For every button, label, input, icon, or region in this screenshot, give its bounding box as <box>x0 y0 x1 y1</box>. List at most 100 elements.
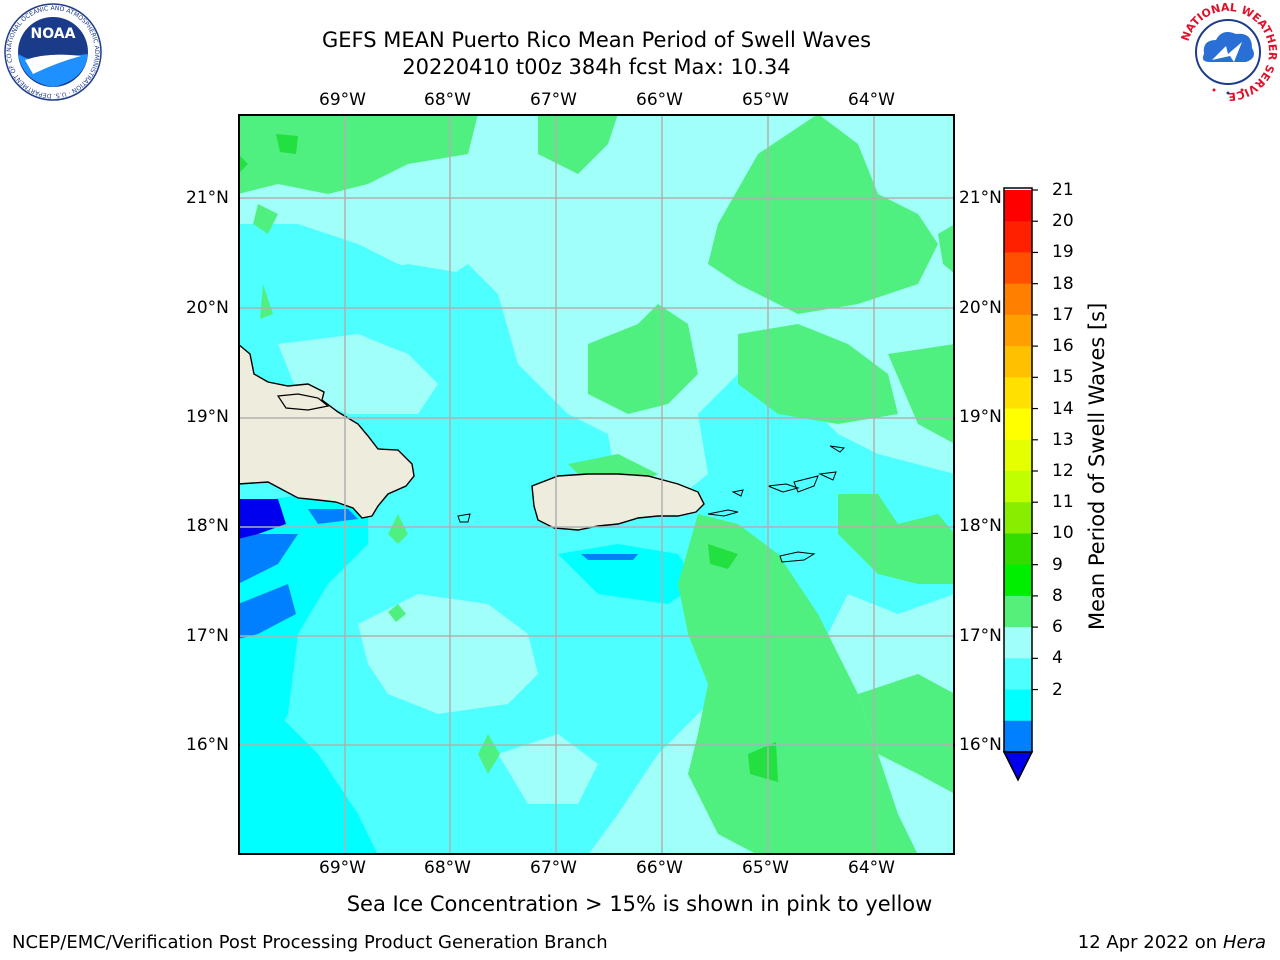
colorbar-segment <box>1004 502 1032 534</box>
colorbar-tick-label: 17 <box>1052 304 1074 325</box>
field-9-10s-se2 <box>858 674 955 794</box>
lat-label-left-16n: 16°N <box>186 735 229 755</box>
field-9-10s-center <box>588 304 698 414</box>
lon-label-top-65w: 65°W <box>742 90 789 110</box>
lat-label-right-19n: 19°N <box>959 407 1002 427</box>
colorbar-tick-label: 4 <box>1052 648 1063 669</box>
field-4-6s-sw2 <box>238 674 378 855</box>
field-9-10s-east <box>738 324 898 424</box>
field-9-10s-w2 <box>260 284 273 319</box>
lat-label-left-18n: 18°N <box>186 516 229 536</box>
colorbar-tick-label: 21 <box>1052 180 1074 200</box>
lat-label-right-16n: 16°N <box>959 735 1002 755</box>
svg-text:NOAA: NOAA <box>31 26 76 42</box>
vieques-island <box>707 509 739 517</box>
colorbar-tick-label: 10 <box>1052 523 1074 544</box>
field-8-9s-patch-a <box>358 594 538 714</box>
field-9-10s-nw <box>238 114 478 194</box>
colorbar-under-triangle <box>1002 751 1034 782</box>
field-9-10s-e3 <box>838 494 955 584</box>
map-title: GEFS MEAN Puerto Rico Mean Period of Swe… <box>321 28 872 52</box>
colorbar-segment <box>1004 408 1032 441</box>
colorbar-tick-label: 11 <box>1052 492 1074 513</box>
lat-label-right-18n: 18°N <box>959 516 1002 536</box>
field-10-11s-d <box>748 742 778 782</box>
host-name: Hera <box>1222 932 1266 953</box>
map-subtitle: 20220410 t00z 384h fcst Max: 10.34 <box>402 55 791 79</box>
colorbar-segment <box>1004 190 1032 222</box>
st-thomas-island <box>767 483 800 493</box>
colorbar-segment <box>1004 471 1032 503</box>
colorbar-tick-label: 18 <box>1052 273 1074 294</box>
swell-period-map <box>238 114 955 855</box>
field-10-11s-b <box>238 154 248 174</box>
nws-logo: NATIONAL WEATHER SERVICE <box>1179 2 1278 102</box>
date-stamp: 12 Apr 2022 on Hera <box>1078 932 1266 954</box>
lat-label-right-21n: 21°N <box>959 188 1002 208</box>
lon-label-bottom-64w: 64°W <box>848 858 895 878</box>
field-10-11s-a <box>276 134 298 154</box>
virgin-gorda-island <box>818 471 837 481</box>
credit-text: NCEP/EMC/Verification Post Processing Pr… <box>12 932 608 953</box>
field-9-10s-n <box>538 114 618 174</box>
colorbar-segment <box>1004 689 1032 722</box>
lon-label-bottom-66w: 66°W <box>636 858 683 878</box>
st-croix-island <box>779 551 816 563</box>
colorbar-segment <box>1004 252 1032 285</box>
lat-label-left-17n: 17°N <box>186 626 229 646</box>
colorbar-tick-label: 9 <box>1052 554 1063 575</box>
colorbar-tick-label: 8 <box>1052 585 1063 606</box>
colorbar-segment <box>1004 564 1032 597</box>
field-4-6s-sw <box>238 494 368 855</box>
lat-label-right-20n: 20°N <box>959 298 1002 318</box>
colorbar-tick-label: 6 <box>1052 617 1063 638</box>
date-text: 12 Apr 2022 on <box>1077 932 1223 953</box>
colorbar-frame <box>1003 187 1033 753</box>
lon-label-top-66w: 66°W <box>636 90 683 110</box>
graticule <box>238 114 955 855</box>
colorbar-segment <box>1004 283 1032 316</box>
field-2-4s-b <box>238 584 296 639</box>
colorbar-tick-label: 12 <box>1052 461 1074 481</box>
colorbar-segment <box>1004 221 1032 253</box>
field-9-10s-ne <box>708 114 938 314</box>
culebra-island <box>731 489 744 497</box>
field-10-11s-c <box>708 544 738 569</box>
colorbar-tick-label: 13 <box>1052 429 1074 450</box>
lon-label-bottom-67w: 67°W <box>530 858 577 878</box>
colorbar-segment <box>1004 658 1032 691</box>
colorbar-tick-label: 19 <box>1052 242 1074 263</box>
colorbar-segment <box>1004 377 1032 410</box>
field-6-8s-north <box>238 224 448 364</box>
colorbar-segment <box>1004 439 1032 472</box>
field-2-4s-d <box>581 554 638 560</box>
colorbar-segment <box>1004 314 1032 347</box>
colorbar <box>1002 187 1038 782</box>
tortuga-island <box>276 393 330 411</box>
field-9-10s-w1 <box>253 204 278 234</box>
lon-label-bottom-68w: 68°W <box>424 858 471 878</box>
field-9-10s-s3 <box>478 734 500 774</box>
anegada-island <box>829 445 846 453</box>
lon-label-top-68w: 68°W <box>424 90 471 110</box>
field-9-10s-east2 <box>888 344 955 444</box>
sea-ice-note: Sea Ice Concentration > 15% is shown in … <box>346 892 933 916</box>
colorbar-segment <box>1004 720 1032 753</box>
field-6-8s-north2 <box>338 264 498 334</box>
lat-label-left-19n: 19°N <box>186 407 229 427</box>
puerto-rico-land <box>531 473 705 531</box>
hispaniola-land <box>238 343 415 519</box>
field-9-10s-s1 <box>388 514 408 544</box>
field-2-4s-a <box>238 534 298 584</box>
noaa-logo: NATIONAL OCEANIC AND ATMOSPHERIC ADMINIS… <box>3 2 102 101</box>
colorbar-segment <box>1004 533 1032 566</box>
colorbar-label: Mean Period of Swell Waves [s] <box>1085 302 1109 630</box>
colorbar-segment <box>1004 627 1032 659</box>
field-8-9s-patch-c <box>498 734 598 804</box>
lon-label-bottom-65w: 65°W <box>742 858 789 878</box>
mona-island <box>457 513 471 523</box>
colorbar-segment <box>1004 595 1032 628</box>
lat-label-left-20n: 20°N <box>186 298 229 318</box>
colorbar-tick-label: 20 <box>1052 211 1074 232</box>
lat-label-left-21n: 21°N <box>186 188 229 208</box>
